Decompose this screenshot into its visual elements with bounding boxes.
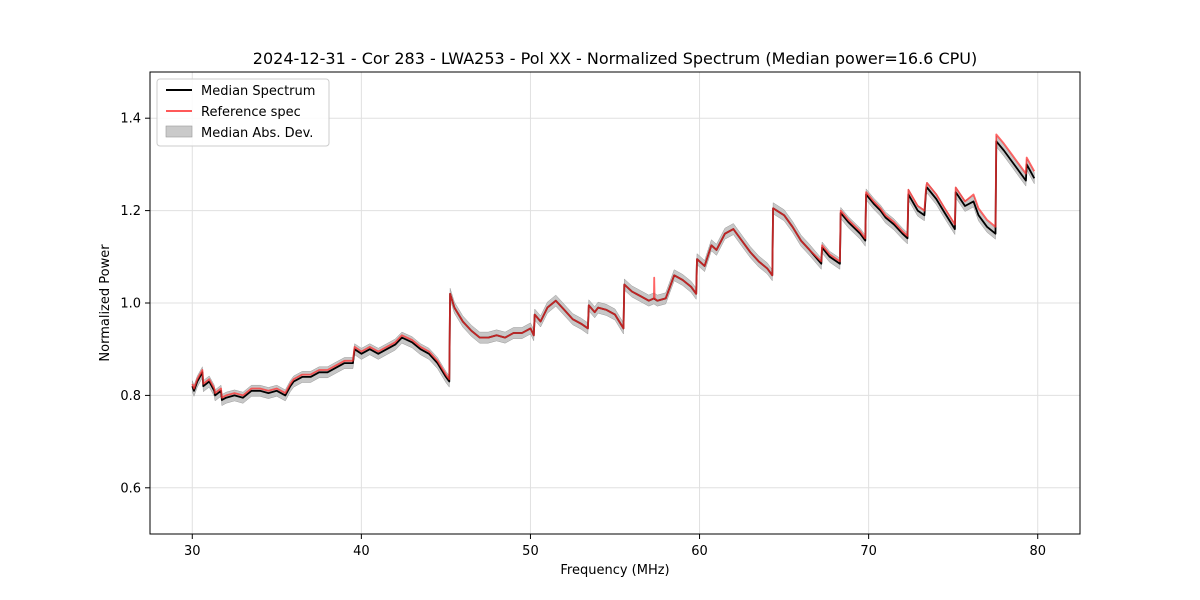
y-tick-label: 0.8 (120, 389, 141, 404)
y-tick-label: 1.4 (120, 112, 141, 127)
x-tick-label: 80 (1029, 544, 1046, 559)
y-axis-ticks: 0.6 0.8 1.0 1.2 1.4 (120, 112, 150, 496)
x-tick-label: 70 (860, 544, 877, 559)
x-axis-label: Frequency (MHz) (560, 563, 669, 578)
x-tick-label: 60 (691, 544, 708, 559)
y-tick-label: 0.6 (120, 481, 141, 496)
y-tick-label: 1.0 (120, 297, 141, 312)
y-axis-label: Normalized Power (98, 244, 113, 362)
legend-mad-swatch (165, 125, 193, 138)
legend-reference-label: Reference spec (201, 105, 301, 120)
chart-title: 2024-12-31 - Cor 283 - LWA253 - Pol XX -… (253, 49, 977, 68)
legend-median-label: Median Spectrum (201, 84, 315, 99)
x-tick-label: 30 (184, 544, 201, 559)
legend-box (156, 78, 330, 147)
legend: Median Spectrum Reference spec Median Ab… (156, 78, 330, 147)
reference-spec-line (191, 133, 1036, 399)
x-tick-label: 50 (522, 544, 539, 559)
series-layer (191, 133, 1036, 401)
legend-mad-label: Median Abs. Dev. (201, 126, 313, 141)
x-axis-ticks: 30 40 50 60 70 80 (184, 534, 1046, 559)
x-tick-label: 40 (353, 544, 370, 559)
y-tick-label: 1.2 (120, 204, 141, 219)
